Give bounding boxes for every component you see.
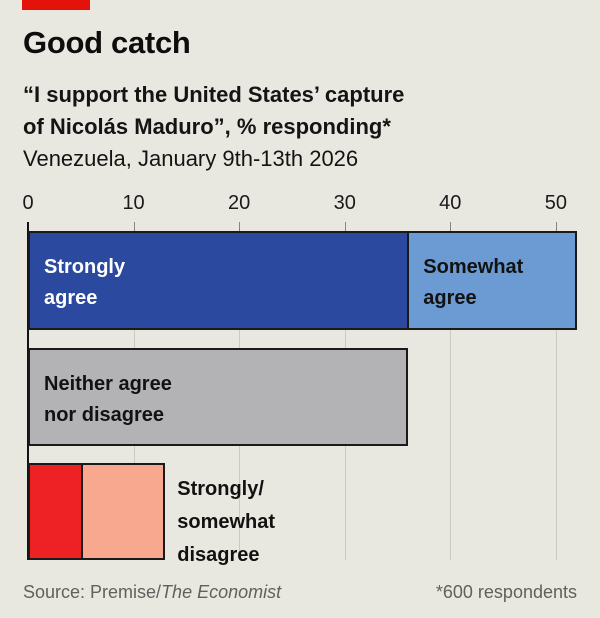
subtitle-line-2: of Nicolás Maduro”, % responding* — [23, 114, 391, 139]
bar-row-disagree — [28, 463, 166, 560]
bar-segment-label: Neither agree nor disagree — [44, 373, 172, 426]
bar-segment — [30, 465, 82, 558]
chart-dateline: Venezuela, January 9th-13th 2026 — [23, 146, 359, 171]
bar-segment: Neither agree nor disagree — [30, 350, 407, 444]
chart-footer: Source: Premise/The Economist *600 respo… — [23, 582, 577, 603]
plot-area: Strongly agree Somewhat agree Neither agre… — [27, 222, 577, 566]
chart-subtitle: “I support the United States’ capture of… — [23, 79, 404, 175]
bar-segment — [81, 465, 164, 558]
source-prefix: Source: Premise/ — [23, 582, 162, 602]
x-axis-tick-label: 30 — [333, 192, 356, 214]
x-axis-tick-label: 10 — [122, 192, 145, 214]
gridline — [555, 222, 557, 560]
bar-row-outside-label: Strongly/ somewhat disagree — [177, 478, 276, 566]
x-axis-tick-label: 0 — [22, 192, 34, 214]
axis-tick — [133, 222, 135, 231]
axis-tick — [239, 222, 241, 231]
x-axis-tick-label: 40 — [439, 192, 462, 214]
source-italic: The Economist — [161, 582, 282, 602]
x-axis-tick-label: 20 — [228, 192, 251, 214]
axis-tick — [555, 222, 557, 231]
bar-segment: Somewhat agree — [407, 233, 575, 328]
x-axis-tick-label: 50 — [544, 192, 567, 214]
bar-segment: Strongly agree — [30, 233, 408, 328]
gridline — [450, 222, 452, 560]
subtitle-line-1: “I support the United States’ capture — [23, 82, 405, 107]
axis-tick — [450, 222, 452, 231]
bar-row-neither: Neither agree nor disagree — [28, 348, 409, 446]
bar-row-agree: Strongly agree Somewhat agree — [28, 231, 577, 330]
bar-segment-label: Somewhat agree — [423, 256, 524, 309]
axis-tick — [344, 222, 346, 231]
source-note: Source: Premise/The Economist — [23, 582, 281, 603]
bar-segment-label: Strongly agree — [44, 256, 126, 309]
economist-red-tab — [22, 0, 90, 10]
respondents-note: *600 respondents — [435, 582, 577, 602]
chart-title: Good catch — [23, 25, 191, 60]
